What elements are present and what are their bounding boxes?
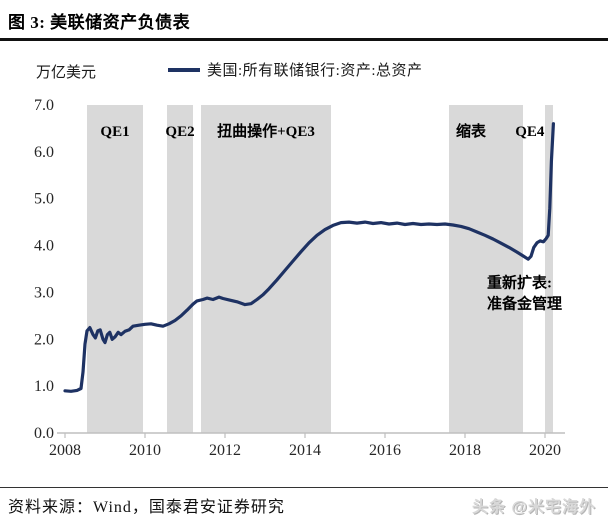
policy-band bbox=[87, 105, 143, 433]
y-axis-unit-label: 万亿美元 bbox=[36, 65, 97, 81]
x-tick-label: 2018 bbox=[449, 442, 481, 459]
policy-band-label: QE1 bbox=[100, 124, 129, 140]
x-tick-label: 2014 bbox=[289, 442, 321, 459]
annotation-line: 重新扩表: bbox=[487, 274, 552, 292]
x-tick-label: 2020 bbox=[529, 442, 561, 459]
chart-legend: 美国:所有联储银行:资产:总资产 bbox=[168, 59, 423, 80]
x-tick-label: 2010 bbox=[129, 442, 161, 459]
data-source-text: 资料来源：Wind，国泰君安证券研究 bbox=[8, 498, 285, 516]
policy-band bbox=[201, 105, 331, 433]
plot-svg: QE1 QE2 扭曲操作+QE3 缩表 QE4 2008 2010 2012 2014 2016 2… bbox=[34, 97, 565, 459]
y-tick-label: 2.0 bbox=[34, 331, 54, 348]
y-tick-label: 1.0 bbox=[34, 378, 54, 395]
chart-area: 万亿美元 美国:所有联储银行:资产:总资产 QE1 QE2 扭曲操作+QE3 缩表 QE… bbox=[0, 41, 608, 487]
total-assets-line bbox=[63, 122, 556, 393]
x-tick-label: 2008 bbox=[49, 442, 81, 459]
x-tick-label: 2016 bbox=[369, 442, 401, 459]
legend-series-label: 美国:所有联储银行:资产:总资产 bbox=[207, 63, 423, 79]
annotation-line: 准备金管理 bbox=[487, 295, 562, 313]
policy-band-label: QE2 bbox=[165, 124, 194, 140]
y-tick-label: 7.0 bbox=[34, 97, 54, 114]
x-tick-label: 2012 bbox=[209, 442, 241, 459]
figure-title: 图 3: 美联储资产负债表 bbox=[8, 13, 191, 32]
policy-band-label: QE4 bbox=[515, 124, 545, 140]
y-tick-label: 6.0 bbox=[34, 144, 54, 161]
y-tick-label: 4.0 bbox=[34, 238, 54, 255]
policy-band bbox=[449, 105, 523, 433]
figure-footer: 资料来源：Wind，国泰君安证券研究 头条 @米宅海外 bbox=[0, 487, 608, 525]
y-tick-label: 0.0 bbox=[34, 425, 54, 442]
watermark-text: 头条 @米宅海外 bbox=[471, 498, 596, 516]
y-tick-label: 3.0 bbox=[34, 284, 54, 301]
legend-line-marker bbox=[168, 67, 200, 72]
policy-band-label: 缩表 bbox=[456, 122, 487, 140]
policy-band-label: 扭曲操作+QE3 bbox=[217, 122, 315, 140]
policy-band bbox=[545, 105, 553, 433]
policy-band bbox=[167, 105, 193, 433]
y-tick-label: 5.0 bbox=[34, 191, 54, 208]
figure-header: 图 3: 美联储资产负债表 bbox=[0, 0, 608, 41]
